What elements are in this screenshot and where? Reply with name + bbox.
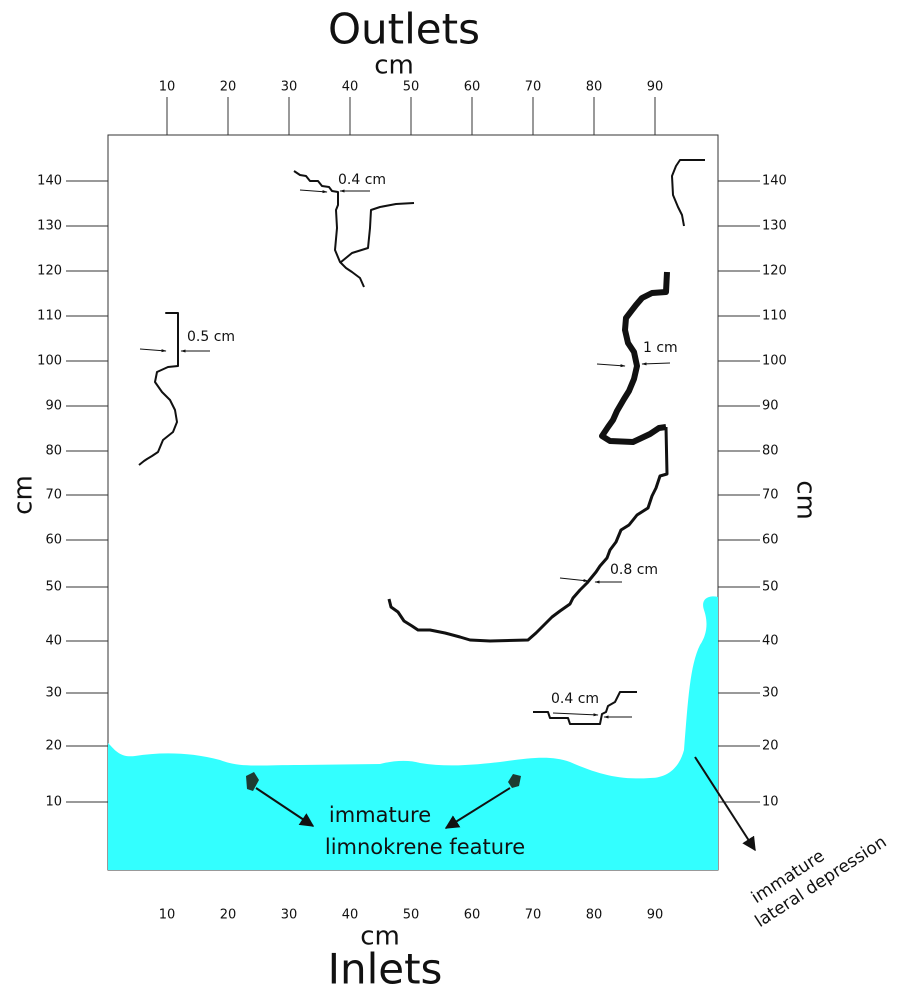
y-tick-label: 120 bbox=[37, 264, 62, 279]
x-tick-label: 80 bbox=[586, 908, 603, 923]
x-tick-label: 60 bbox=[464, 908, 481, 923]
x-tick-label: 10 bbox=[159, 80, 176, 95]
width-label: 0.5 cm bbox=[187, 329, 235, 345]
x-tick-label: 10 bbox=[159, 908, 176, 923]
y-tick-label: 70 bbox=[45, 488, 62, 503]
lateral-label: immature lateral depression bbox=[740, 814, 891, 932]
width-label: 0.8 cm bbox=[610, 562, 658, 578]
page: {"title_top": "Outlets", "title_bottom":… bbox=[0, 0, 917, 994]
y-tick-label: 90 bbox=[762, 399, 779, 414]
x-tick-label: 30 bbox=[281, 908, 298, 923]
y-tick-label: 20 bbox=[762, 739, 779, 754]
feature-label: limnokrene feature bbox=[325, 835, 525, 859]
axis-unit: cm bbox=[374, 51, 414, 81]
x-tick-label: 70 bbox=[525, 80, 542, 95]
y-tick-label: 140 bbox=[762, 174, 787, 189]
title-bottom: Inlets bbox=[328, 945, 443, 994]
y-tick-label: 10 bbox=[45, 795, 62, 810]
x-tick-label: 90 bbox=[647, 908, 664, 923]
x-tick-label: 40 bbox=[342, 80, 359, 95]
y-tick-label: 90 bbox=[45, 399, 62, 414]
y-tick-label: 110 bbox=[762, 309, 787, 324]
y-tick-label: 60 bbox=[45, 533, 62, 548]
y-tick-label: 80 bbox=[45, 444, 62, 459]
axis-unit: cm bbox=[9, 475, 39, 515]
x-tick-label: 50 bbox=[403, 80, 420, 95]
y-tick-label: 40 bbox=[762, 634, 779, 649]
y-tick-label: 100 bbox=[37, 354, 62, 369]
y-tick-label: 30 bbox=[762, 686, 779, 701]
y-tick-label: 100 bbox=[762, 354, 787, 369]
x-tick-label: 80 bbox=[586, 80, 603, 95]
width-label: 0.4 cm bbox=[551, 691, 599, 707]
width-label: 0.4 cm bbox=[338, 172, 386, 188]
y-tick-label: 50 bbox=[762, 580, 779, 595]
x-tick-label: 90 bbox=[647, 80, 664, 95]
x-tick-label: 60 bbox=[464, 80, 481, 95]
x-tick-label: 20 bbox=[220, 80, 237, 95]
y-tick-label: 140 bbox=[37, 174, 62, 189]
y-tick-label: 120 bbox=[762, 264, 787, 279]
y-tick-label: 70 bbox=[762, 488, 779, 503]
x-tick-label: 40 bbox=[342, 908, 359, 923]
diagram: 10 10 20 20 30 30 40 40 50 50 60 60 70 70 80 80 90 90 10 10… bbox=[0, 0, 917, 994]
title-top: Outlets bbox=[328, 5, 480, 54]
y-tick-label: 20 bbox=[45, 739, 62, 754]
x-tick-label: 50 bbox=[403, 908, 420, 923]
feature-label: immature bbox=[329, 803, 431, 827]
y-tick-label: 80 bbox=[762, 444, 779, 459]
y-tick-label: 50 bbox=[45, 580, 62, 595]
y-tick-label: 110 bbox=[37, 309, 62, 324]
x-tick-label: 70 bbox=[525, 908, 542, 923]
x-tick-label: 30 bbox=[281, 80, 298, 95]
y-tick-label: 30 bbox=[45, 686, 62, 701]
y-tick-label: 10 bbox=[762, 795, 779, 810]
y-tick-label: 40 bbox=[45, 634, 62, 649]
y-tick-label: 130 bbox=[762, 219, 787, 234]
y-tick-label: 130 bbox=[37, 219, 62, 234]
axis-unit: cm bbox=[791, 480, 821, 520]
width-label: 1 cm bbox=[643, 340, 678, 356]
y-tick-label: 60 bbox=[762, 533, 779, 548]
x-tick-label: 20 bbox=[220, 908, 237, 923]
